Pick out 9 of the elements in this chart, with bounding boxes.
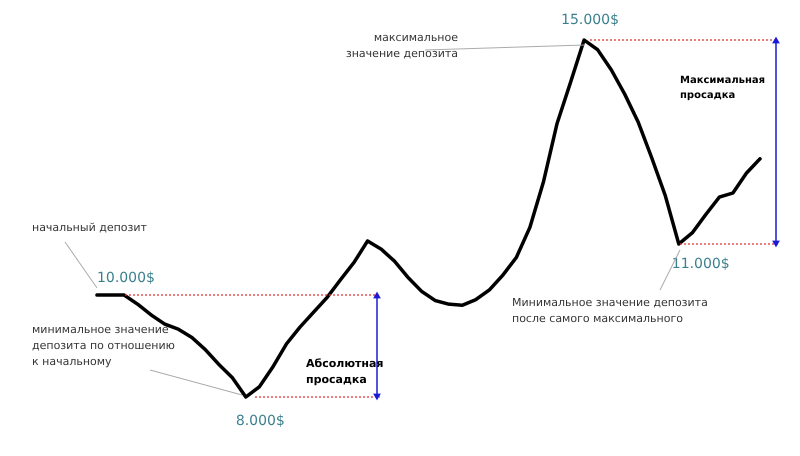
annotation: минимальное значение депозита по отношению к начальному — [32, 323, 175, 368]
data-label: 11.000$ — [672, 256, 730, 272]
data-label: 15.000$ — [561, 12, 619, 28]
annotation: начальный депозит — [32, 221, 148, 234]
data-label: 8.000$ — [236, 413, 285, 429]
annotation: максимальное значение депозита — [346, 31, 458, 60]
annotation: Минимальное значение депозита после самого максимального — [512, 296, 708, 325]
annotation: Максимальная просадка — [680, 75, 766, 101]
data-label: 10.000$ — [97, 270, 155, 286]
